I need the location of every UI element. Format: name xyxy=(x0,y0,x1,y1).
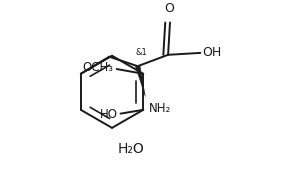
Text: O: O xyxy=(164,2,174,15)
Text: OCH₃: OCH₃ xyxy=(83,61,114,74)
Text: HO: HO xyxy=(100,108,118,121)
Polygon shape xyxy=(135,66,145,97)
Text: H₂O: H₂O xyxy=(118,142,144,156)
Text: OH: OH xyxy=(202,46,222,59)
Text: NH₂: NH₂ xyxy=(149,102,171,115)
Text: &1: &1 xyxy=(136,48,148,57)
